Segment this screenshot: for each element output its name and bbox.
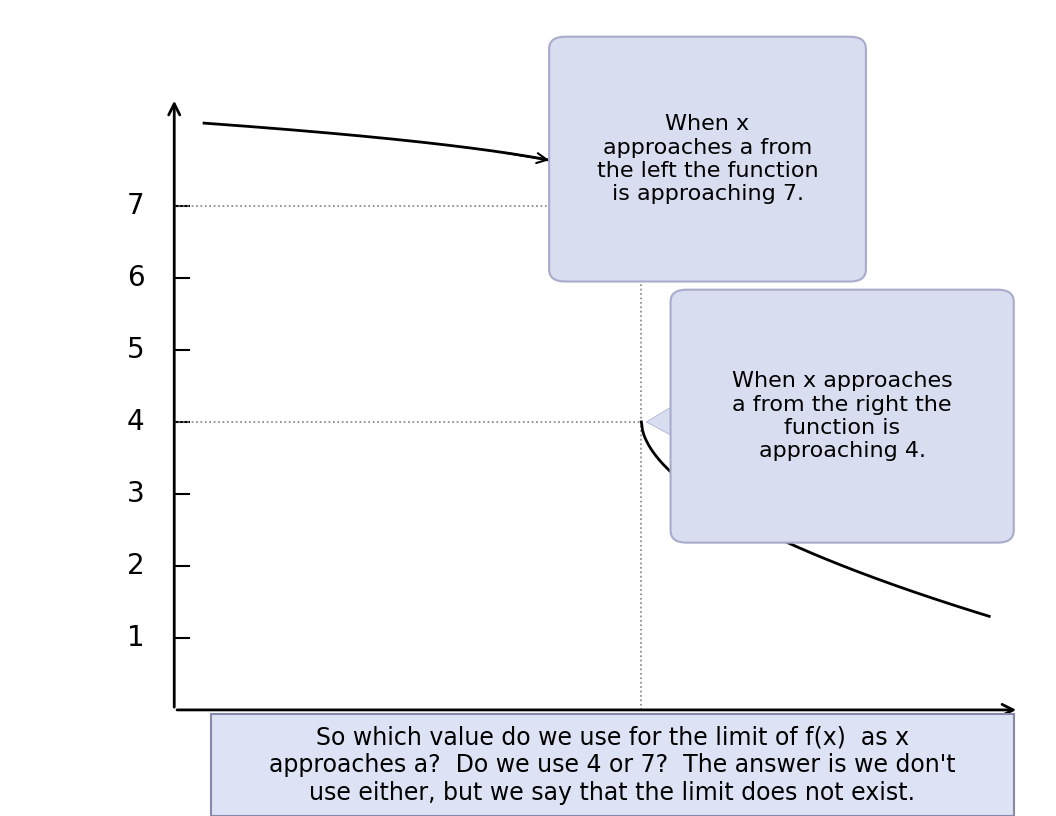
Text: So which value do we use for the limit of f(x)  as x
approaches a?  Do we use 4 : So which value do we use for the limit o… (269, 725, 956, 805)
Text: 1: 1 (127, 624, 145, 652)
Text: a: a (631, 750, 650, 778)
Text: 6: 6 (127, 264, 145, 292)
Text: 4: 4 (127, 408, 145, 436)
Text: 7: 7 (127, 192, 145, 220)
Text: 3: 3 (127, 480, 145, 508)
Text: When x
approaches a from
the left the function
is approaching 7.: When x approaches a from the left the fu… (597, 114, 818, 204)
Text: 5: 5 (127, 336, 145, 364)
Text: When x approaches
a from the right the
function is
approaching 4.: When x approaches a from the right the f… (732, 371, 953, 461)
Text: 2: 2 (127, 552, 145, 580)
